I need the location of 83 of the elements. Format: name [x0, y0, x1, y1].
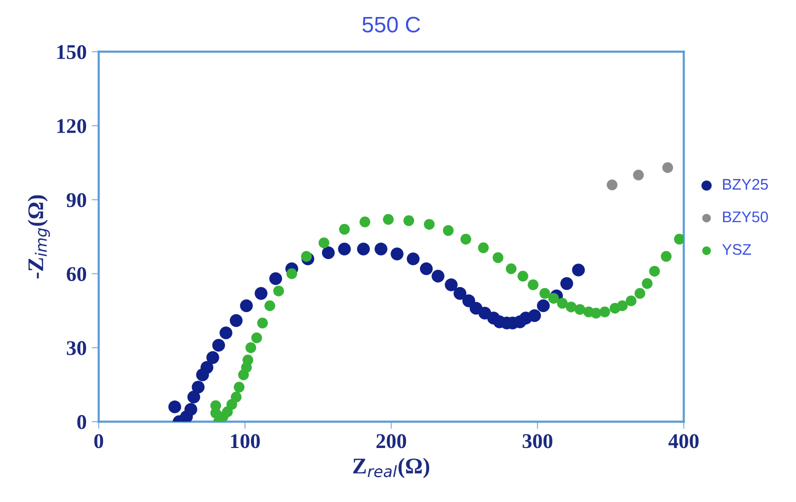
point	[360, 216, 370, 228]
point	[269, 272, 282, 286]
point	[286, 268, 298, 280]
point	[590, 308, 602, 319]
point	[245, 342, 256, 354]
y-tick-label: 90	[66, 193, 86, 208]
point	[539, 288, 550, 299]
point	[633, 170, 644, 180]
point	[460, 234, 472, 245]
point	[566, 302, 577, 312]
x-tick-label: 0	[94, 434, 104, 448]
point	[357, 242, 370, 256]
point	[242, 354, 254, 366]
point	[301, 251, 312, 262]
point	[492, 252, 504, 264]
point	[528, 309, 541, 322]
x-tick-label: 400	[668, 434, 699, 448]
point	[318, 237, 330, 248]
point	[634, 288, 646, 299]
point	[506, 263, 517, 274]
point	[403, 215, 414, 226]
point	[206, 351, 220, 364]
legend-label: BZY50	[723, 211, 768, 222]
point	[240, 299, 253, 312]
point	[264, 300, 276, 312]
point	[254, 287, 268, 300]
x-tick-label: 300	[522, 434, 552, 448]
y-tick-label: 30	[66, 341, 86, 356]
point	[517, 270, 528, 282]
point	[212, 338, 226, 352]
point	[251, 332, 262, 344]
point	[442, 225, 454, 236]
x-tick-label: 100	[231, 434, 260, 448]
chart-title: 550 C	[362, 16, 420, 32]
point	[168, 400, 182, 414]
point	[220, 326, 232, 340]
point	[560, 277, 574, 290]
point	[606, 180, 618, 190]
point	[192, 380, 205, 394]
point	[454, 287, 466, 300]
y-axis-title: -Z$_{img}$(Ω)	[28, 195, 50, 278]
point	[478, 242, 489, 254]
y-tick-label: 120	[57, 119, 86, 134]
point	[382, 214, 394, 225]
point	[322, 246, 335, 260]
point	[187, 390, 200, 404]
legend-label: BZY25	[723, 178, 768, 190]
point	[338, 242, 351, 256]
point	[599, 306, 610, 318]
point	[572, 264, 585, 276]
point	[390, 248, 404, 260]
point	[339, 224, 350, 235]
point	[420, 262, 433, 276]
legend-label: YSZ	[722, 244, 752, 255]
point	[200, 361, 214, 374]
y-tick-label: 60	[66, 267, 86, 282]
point	[374, 242, 388, 256]
point	[574, 304, 586, 315]
point	[536, 299, 550, 312]
point	[234, 382, 244, 393]
point	[660, 251, 672, 262]
point	[184, 402, 198, 416]
point	[662, 162, 674, 174]
point	[406, 252, 420, 266]
x-axis-title: Z$_{real}$(Ω)	[353, 458, 430, 478]
point	[642, 278, 653, 289]
y-tick-label: 0	[77, 415, 86, 430]
y-tick-label: 150	[57, 45, 86, 60]
x-tick-label: 200	[376, 434, 406, 448]
point	[649, 266, 660, 277]
point	[616, 300, 628, 312]
point	[257, 318, 268, 328]
point	[626, 295, 636, 306]
point	[230, 392, 242, 402]
point	[432, 270, 444, 283]
point	[548, 292, 559, 304]
point	[424, 218, 435, 230]
point	[273, 286, 284, 296]
point	[528, 279, 538, 290]
point	[230, 314, 243, 327]
point	[556, 298, 568, 309]
point	[674, 234, 684, 245]
point	[444, 278, 458, 292]
